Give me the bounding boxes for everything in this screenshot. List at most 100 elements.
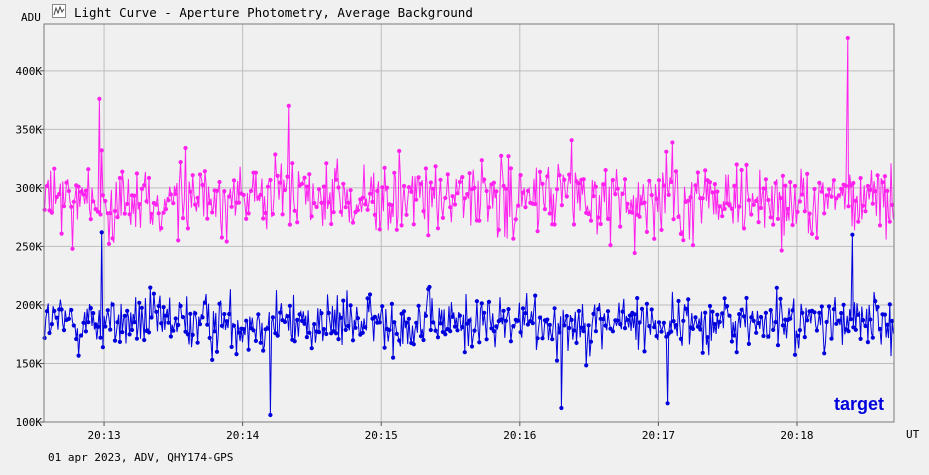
data-point [678,231,684,236]
data-point [831,178,837,183]
y-tick-label: 200K [16,299,43,312]
data-point [722,206,727,211]
data-point [261,348,266,353]
data-point [746,341,752,346]
data-point [401,309,407,314]
data-point [707,180,713,185]
data-point [778,196,783,201]
data-point [338,315,343,320]
data-point [168,192,173,197]
data-point [365,207,370,212]
data-point [836,318,841,323]
data-point [286,103,291,108]
data-point [703,168,708,173]
data-point [52,308,57,314]
data-point [831,307,837,312]
data-point [610,177,616,183]
data-point [163,313,169,318]
data-point [137,300,142,305]
data-point [112,338,118,343]
data-point [822,211,827,216]
y-tick-label: 250K [16,240,43,253]
data-point [127,212,132,217]
data-point [761,333,766,339]
data-point [472,185,477,190]
data-point [870,201,875,206]
data-point [270,211,275,217]
data-point [754,198,759,203]
data-point [695,170,701,175]
data-point [455,191,460,196]
data-point [664,334,669,339]
data-point [588,339,594,344]
data-point [676,214,681,219]
data-point [156,211,161,216]
data-point [64,180,69,185]
data-point [329,221,334,227]
data-point [554,187,560,192]
data-point [343,205,348,210]
data-point [537,169,543,174]
data-point [86,320,91,325]
data-point [581,329,586,334]
data-point [751,318,756,323]
data-point [132,193,137,198]
data-point [540,336,545,341]
data-point [193,311,198,316]
data-point [763,177,769,182]
data-point [518,173,523,178]
data-point [81,320,86,325]
data-point [367,292,373,297]
data-point [516,318,521,323]
data-point [564,194,569,199]
data-point [88,217,93,222]
data-point [282,187,288,193]
data-point [474,299,479,304]
data-point [785,206,790,212]
data-point [627,313,633,318]
data-point [790,308,795,313]
data-point [95,324,101,329]
data-point [365,296,370,301]
data-point [856,219,861,224]
data-point [877,326,883,332]
title-bar: Light Curve - Aperture Photometry, Avera… [0,0,929,24]
data-point [780,173,786,178]
data-point [389,301,394,306]
data-point [688,195,693,200]
data-point [183,329,188,334]
data-point [190,173,195,178]
data-point [739,167,744,173]
data-point [771,327,776,332]
data-point [163,207,169,212]
data-point [178,160,183,165]
data-point [596,215,601,220]
data-point [703,310,708,315]
data-point [236,330,241,335]
plot-frame [43,23,895,423]
data-point [802,209,807,214]
data-point [797,328,803,333]
data-point [885,322,890,327]
data-point [868,187,873,192]
data-point [603,323,608,328]
data-point [253,338,258,343]
data-point [773,180,778,186]
data-point [805,318,810,323]
data-point [404,320,409,325]
data-point [234,352,239,357]
data-point [826,304,832,309]
data-point [210,357,215,362]
data-point [248,188,254,193]
data-point [506,154,511,159]
data-point [76,353,81,358]
data-point [394,331,399,336]
data-point [278,310,283,315]
data-point [110,302,115,307]
data-point [506,307,511,312]
series-label: target [834,394,884,414]
data-point [625,201,630,206]
data-point [761,186,766,191]
data-point [360,195,365,200]
